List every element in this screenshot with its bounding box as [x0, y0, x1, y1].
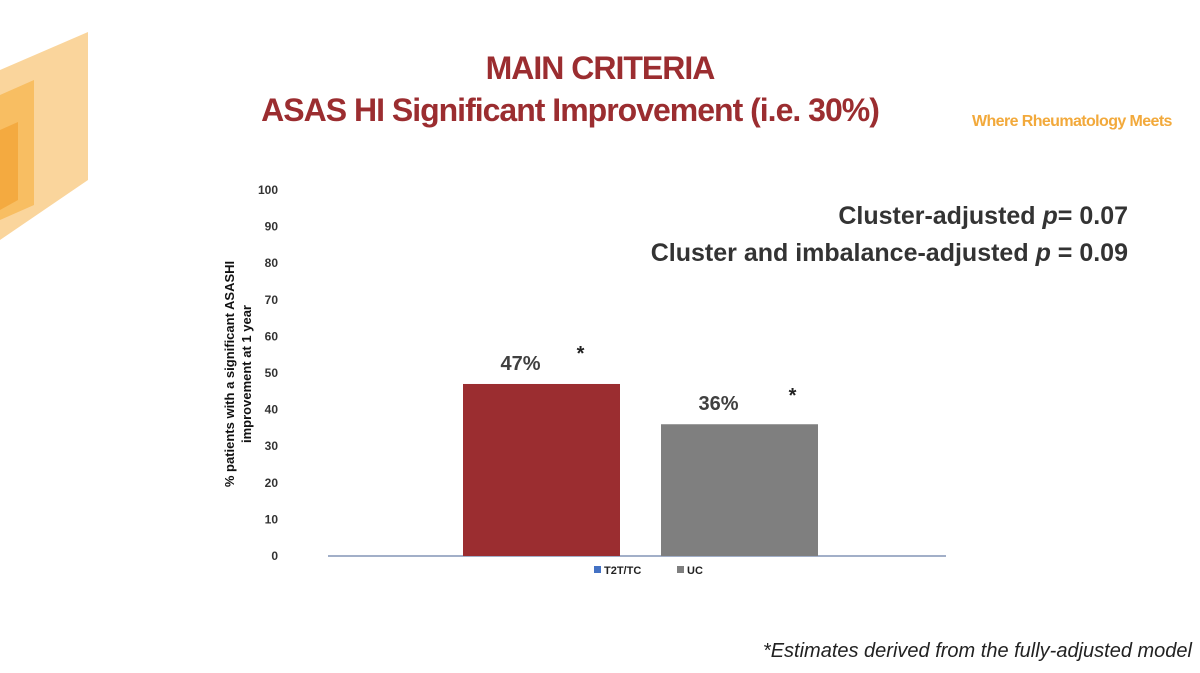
footnote: *Estimates derived from the fully-adjust…	[762, 640, 1192, 662]
data-label: 36%	[698, 393, 738, 415]
imbalance-adjusted-p-value: Cluster and imbalance-adjusted p = 0.09	[651, 239, 1128, 268]
legend-swatch	[677, 566, 684, 573]
slide-subtitle: ASAS HI Significant Improvement (i.e. 30…	[261, 92, 880, 128]
y-tick-label: 60	[265, 329, 279, 343]
conference-tagline: Where Rheumatology Meets	[972, 113, 1172, 130]
y-tick-label: 20	[265, 476, 279, 490]
y-tick-label: 30	[265, 439, 279, 453]
legend-label: T2T/TC	[604, 565, 641, 577]
y-tick-label: 80	[265, 256, 279, 270]
imbalance-adjusted-p-text: Cluster and imbalance-adjusted p = 0.09	[650, 239, 1128, 267]
y-tick-label: 40	[265, 403, 279, 417]
cluster-adjusted-p-value: Cluster-adjusted p= 0.07	[838, 202, 1128, 231]
data-label: 47%	[500, 353, 540, 375]
y-tick-label: 100	[258, 183, 278, 197]
y-tick-label: 10	[265, 512, 279, 526]
decorative-orange-shapes	[0, 32, 88, 240]
cluster-adjusted-p-text: Cluster-adjusted p= 0.07	[838, 202, 1128, 230]
bar-uc	[661, 424, 818, 556]
bar-t2t-tc	[463, 383, 620, 556]
y-tick-label: 0	[271, 549, 278, 563]
legend-swatch	[594, 566, 601, 573]
significance-marker: *	[577, 343, 585, 365]
y-tick-label: 50	[265, 366, 279, 380]
legend-label: UC	[687, 565, 703, 577]
y-tick-label: 90	[265, 220, 279, 234]
y-tick-label: 70	[265, 293, 279, 307]
slide-title: MAIN CRITERIA	[485, 50, 716, 86]
significance-marker: *	[789, 385, 797, 407]
